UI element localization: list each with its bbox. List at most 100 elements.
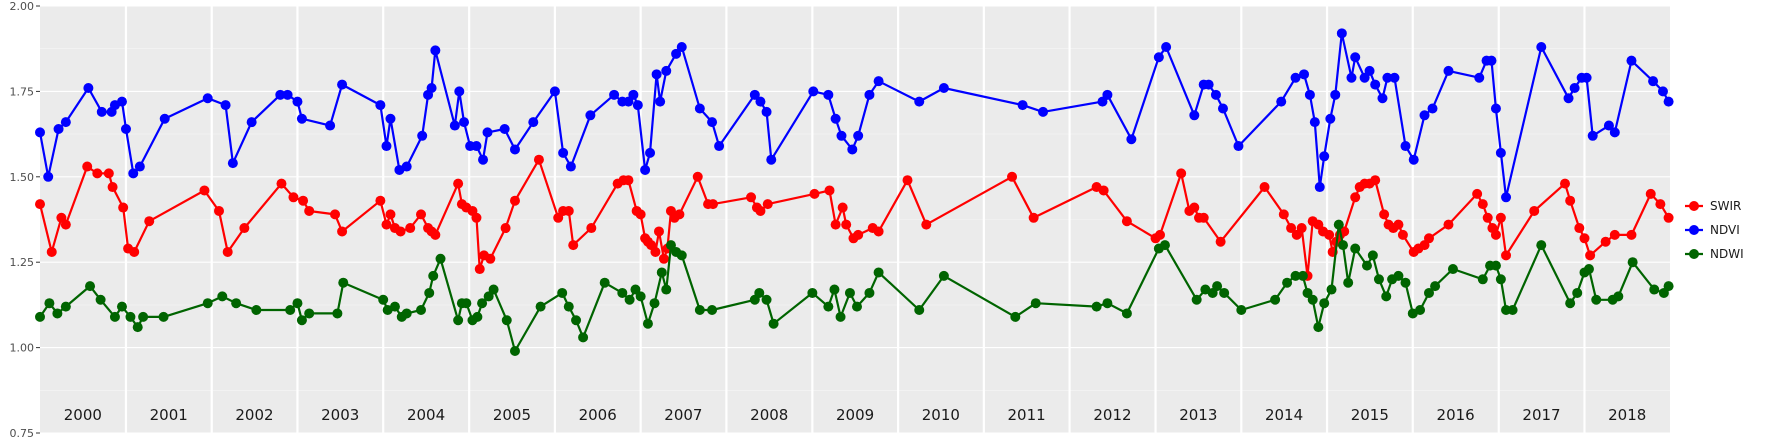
data-point-swir	[1296, 223, 1307, 234]
data-point-ndwi	[1270, 294, 1281, 305]
data-point-swir	[1565, 195, 1576, 206]
data-point-ndwi	[1649, 284, 1660, 295]
data-point-ndwi	[304, 308, 315, 319]
data-point-ndwi	[1313, 322, 1324, 333]
data-point-ndwi	[914, 305, 925, 316]
data-point-swir	[1324, 229, 1335, 240]
data-point-swir	[1286, 223, 1297, 234]
data-point-swir	[1259, 182, 1270, 193]
data-point-ndwi	[488, 284, 499, 295]
data-point-swir	[708, 199, 719, 210]
y-axis: 0.75 1.00 1.25 1.50 1.75 2.00	[10, 0, 40, 440]
data-point-swir	[103, 168, 114, 179]
data-point-ndvi	[938, 82, 949, 93]
data-point-ndvi	[1474, 72, 1485, 83]
data-point-ndvi	[651, 69, 662, 80]
data-point-ndwi	[389, 301, 400, 312]
data-point-ndvi	[1626, 55, 1637, 66]
legend-key-point	[1689, 201, 1699, 211]
data-point-ndwi	[472, 311, 483, 322]
data-point-swir	[60, 219, 71, 230]
data-point-ndvi	[120, 123, 131, 134]
data-point-ndvi	[1364, 65, 1375, 76]
data-point-ndvi	[43, 171, 54, 182]
data-point-ndwi	[1307, 294, 1318, 305]
data-point-swir	[1443, 219, 1454, 230]
data-point-ndwi	[125, 311, 136, 322]
data-point-ndwi	[44, 298, 55, 309]
data-point-swir	[381, 219, 392, 230]
data-point-swir	[385, 209, 396, 220]
data-point-ndvi	[1657, 86, 1668, 97]
series-ndvi	[35, 28, 1674, 203]
data-point-ndvi	[1587, 130, 1598, 141]
year-label: 2010	[922, 406, 960, 424]
data-point-swir	[405, 223, 416, 234]
data-point-swir	[1585, 250, 1596, 261]
data-point-ndwi	[1121, 308, 1132, 319]
data-point-ndwi	[624, 294, 635, 305]
data-point-swir	[239, 223, 250, 234]
data-point-swir	[1423, 233, 1434, 244]
data-point-swir	[375, 195, 386, 206]
year-label: 2003	[321, 406, 359, 424]
data-point-swir	[509, 195, 520, 206]
data-point-swir	[416, 209, 427, 220]
data-point-swir	[213, 205, 224, 216]
data-point-ndwi	[231, 298, 242, 309]
data-point-swir	[46, 246, 57, 257]
data-point-ndwi	[132, 322, 143, 333]
data-point-swir	[762, 199, 773, 210]
data-point-swir	[873, 226, 884, 237]
year-label: 2006	[579, 406, 617, 424]
data-point-swir	[118, 202, 129, 213]
data-point-ndwi	[424, 287, 435, 298]
data-point-swir	[824, 185, 835, 196]
data-point-ndwi	[807, 287, 818, 298]
series-layer	[35, 28, 1674, 357]
data-point-swir	[1501, 250, 1512, 261]
data-point-swir	[82, 161, 93, 172]
data-point-swir	[653, 226, 664, 237]
legend-key-point	[1689, 249, 1699, 259]
year-label: 2002	[235, 406, 273, 424]
data-point-ndvi	[449, 120, 460, 131]
data-point-ndvi	[1290, 72, 1301, 83]
data-point-ndwi	[1430, 281, 1441, 292]
data-point-ndvi	[847, 144, 858, 155]
data-point-ndwi	[85, 281, 96, 292]
data-point-swir	[1393, 219, 1404, 230]
y-tick-label: 1.25	[10, 256, 35, 269]
data-point-ndvi	[35, 127, 45, 138]
data-point-ndwi	[202, 298, 213, 309]
data-point-ndvi	[499, 123, 510, 134]
y-tick-label: 0.75	[10, 427, 35, 440]
series-line-swir	[38, 158, 1670, 277]
data-point-ndwi	[60, 301, 71, 312]
data-point-swir	[1645, 188, 1656, 199]
data-point-ndvi	[864, 89, 875, 100]
data-point-swir	[533, 154, 544, 165]
data-point-ndwi	[1302, 287, 1313, 298]
data-point-ndwi	[1373, 274, 1384, 285]
data-point-ndwi	[635, 291, 646, 302]
data-point-ndwi	[642, 318, 653, 329]
data-point-ndwi	[676, 250, 687, 261]
data-point-swir	[1600, 236, 1611, 247]
data-point-ndvi	[1203, 79, 1214, 90]
data-point-ndwi	[217, 291, 228, 302]
data-point-ndwi	[1236, 305, 1247, 316]
data-point-ndwi	[754, 287, 765, 298]
data-point-swir	[1215, 236, 1226, 247]
data-point-ndvi	[1346, 72, 1357, 83]
data-point-ndwi	[557, 287, 568, 298]
data-point-ndwi	[535, 301, 546, 312]
data-point-ndwi	[95, 294, 106, 305]
data-point-ndwi	[1415, 305, 1426, 316]
data-point-swir	[746, 192, 757, 203]
data-point-ndvi	[282, 89, 293, 100]
data-point-ndvi	[645, 147, 656, 158]
data-point-ndvi	[1427, 103, 1438, 114]
data-point-ndvi	[655, 96, 666, 107]
data-point-swir	[1495, 212, 1506, 223]
